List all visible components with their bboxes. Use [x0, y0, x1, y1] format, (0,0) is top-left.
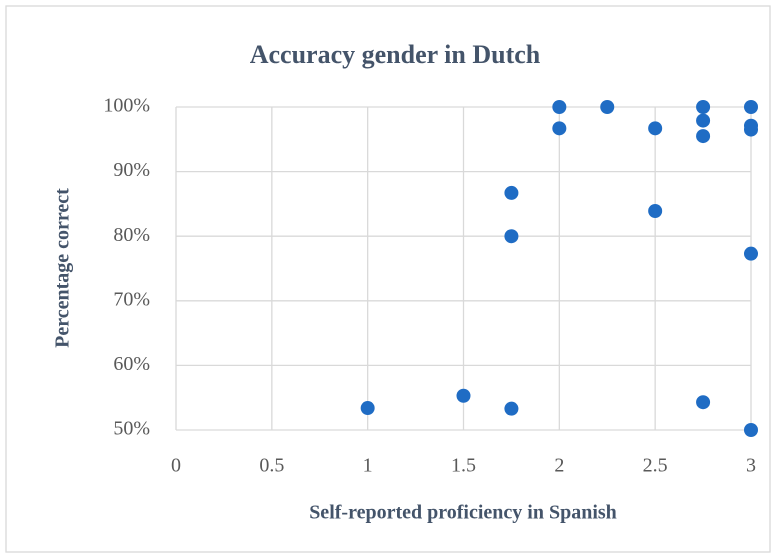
point — [360, 401, 375, 416]
y-tick-label: 100% — [103, 95, 150, 117]
y-tick-label: 90% — [113, 159, 150, 181]
point — [744, 423, 758, 437]
point — [744, 246, 758, 261]
y-tick-label: 50% — [113, 418, 150, 440]
x-tick-label: 0.5 — [259, 455, 284, 477]
x-tick-label: 1.5 — [451, 455, 476, 477]
y-tick-label: 80% — [113, 224, 150, 246]
point — [744, 122, 758, 137]
point — [600, 100, 615, 114]
point — [696, 395, 711, 410]
point — [504, 229, 519, 244]
point — [696, 113, 711, 128]
chart-frame — [5, 5, 771, 553]
y-axis-label: Percentage correct — [52, 188, 74, 348]
y-tick-label: 60% — [113, 353, 150, 375]
point — [552, 100, 567, 114]
x-tick-label: 1 — [363, 455, 373, 477]
point — [504, 185, 519, 200]
point — [696, 129, 711, 144]
x-axis-label: Self-reported proficiency in Spanish — [309, 502, 617, 524]
x-tick-label: 2.5 — [643, 455, 668, 477]
point — [552, 121, 567, 136]
point — [744, 100, 758, 114]
chart-title: Accuracy gender in Dutch — [250, 40, 541, 69]
y-tick-label: 70% — [113, 288, 150, 310]
point — [648, 204, 663, 219]
point — [648, 121, 663, 136]
point — [696, 100, 711, 114]
x-tick-label: 3 — [746, 455, 756, 477]
x-tick-label: 0 — [171, 455, 181, 477]
x-tick-label: 2 — [554, 455, 564, 477]
point — [504, 401, 519, 416]
point — [456, 388, 471, 403]
